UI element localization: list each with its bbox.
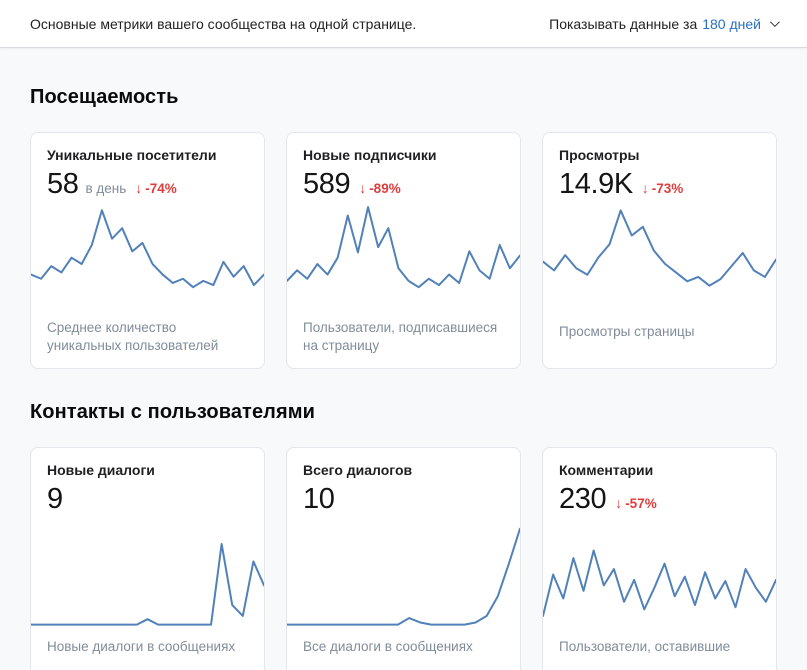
period-label: Показывать данные за [549, 15, 698, 32]
metric-card-comments: Комментарии 230 ↓ -57% Пользователи, ост… [542, 447, 777, 670]
card-title: Новые подписчики [303, 147, 437, 163]
delta-value: -57% [625, 496, 657, 511]
chevron-down-icon [769, 17, 780, 28]
metric-delta: ↓ -57% [615, 495, 657, 511]
card-title: Просмотры [559, 147, 640, 163]
card-footer: Пользователи, оставившие [559, 639, 731, 654]
cards-row-contacts: Новые диалоги 9 Новые диалоги в сообщени… [30, 447, 777, 670]
trend-down-icon: ↓ [615, 495, 623, 511]
metric-card-new-subscribers: Новые подписчики 589 ↓ -89% Пользователи… [286, 132, 521, 369]
period-value-link[interactable]: 180 дней [702, 15, 761, 32]
sparkline-chart [287, 205, 520, 310]
sparkline-chart [543, 520, 776, 629]
metric-card-total-dialogs: Всего диалогов 10 Все диалоги в сообщени… [286, 447, 521, 670]
metric-value: 230 [559, 483, 607, 515]
sparkline-chart [543, 205, 776, 314]
card-title: Уникальные посетители [47, 147, 217, 163]
trend-down-icon: ↓ [135, 180, 143, 196]
metric-value: 10 [303, 483, 335, 515]
delta-value: -89% [369, 181, 401, 196]
period-selector[interactable]: Показывать данные за 180 дней [549, 15, 780, 32]
metric-value: 9 [47, 483, 63, 515]
metric-value: 589 [303, 168, 351, 200]
trend-down-icon: ↓ [641, 180, 649, 196]
card-footer: Новые диалоги в сообщениях [47, 639, 236, 654]
section-title-contacts: Контакты с пользователями [30, 401, 316, 423]
metric-card-unique-visitors: Уникальные посетители 58 в день ↓ -74% С… [30, 132, 265, 369]
trend-down-icon: ↓ [359, 180, 367, 196]
metric-delta: ↓ -74% [135, 180, 177, 196]
metric-suffix: в день [85, 181, 127, 196]
page-subtitle: Основные метрики вашего сообщества на од… [30, 15, 417, 32]
card-footer: Пользователи, подписавшиеся на страницу [303, 320, 498, 354]
card-title: Комментарии [559, 462, 654, 478]
card-title: Всего диалогов [303, 462, 413, 478]
sparkline-chart [287, 520, 520, 629]
metric-delta: ↓ -89% [359, 180, 401, 196]
delta-value: -74% [145, 181, 177, 196]
card-footer: Все диалоги в сообщениях [303, 639, 473, 654]
cards-row-visits: Уникальные посетители 58 в день ↓ -74% С… [30, 132, 777, 369]
section-title-visits: Посещаемость [30, 86, 179, 108]
stats-content: Посещаемость Уникальные посетители 58 в … [0, 86, 807, 670]
metric-card-new-dialogs: Новые диалоги 9 Новые диалоги в сообщени… [30, 447, 265, 670]
sparkline-chart [31, 520, 264, 629]
metric-delta: ↓ -73% [642, 180, 684, 196]
topbar: Основные метрики вашего сообщества на од… [0, 0, 807, 48]
delta-value: -73% [651, 181, 684, 196]
card-title: Новые диалоги [47, 462, 155, 478]
card-footer: Среднее количество уникальных пользовате… [47, 320, 219, 354]
metric-value: 58 [47, 168, 79, 200]
metric-card-views: Просмотры 14.9K ↓ -73% Просмотры страниц… [542, 132, 777, 369]
metric-value: 14.9K [559, 168, 633, 200]
card-footer: Просмотры страницы [559, 324, 695, 339]
sparkline-chart [31, 205, 264, 310]
